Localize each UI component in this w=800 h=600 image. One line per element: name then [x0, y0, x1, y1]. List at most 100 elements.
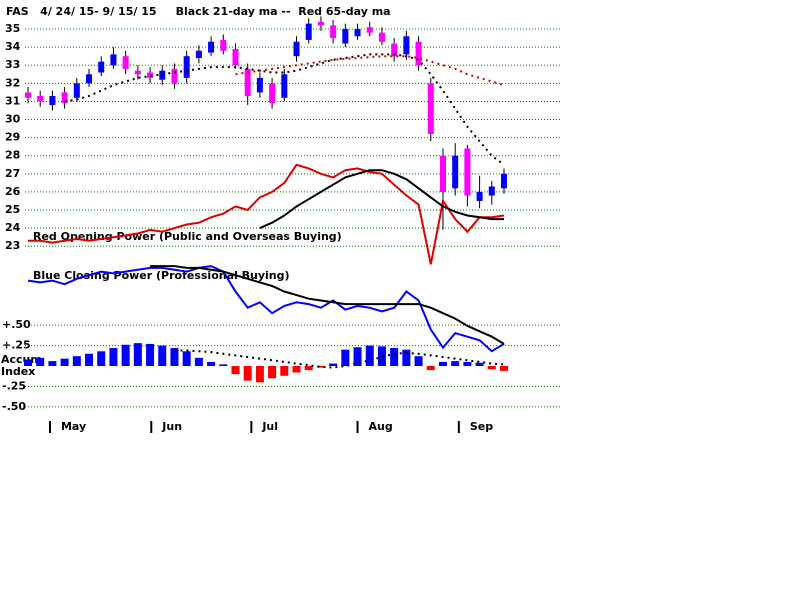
- y-tick-label: 34: [5, 40, 21, 53]
- line: [259, 169, 504, 230]
- x-tick-label: May: [61, 420, 86, 433]
- bar: [133, 343, 142, 366]
- bar: [390, 348, 399, 366]
- candle-body: [232, 48, 239, 66]
- candle-body: [73, 83, 80, 98]
- candle-body: [342, 29, 349, 44]
- bar: [85, 353, 94, 366]
- candle-body: [305, 23, 312, 40]
- candle-body: [330, 25, 337, 39]
- bar: [170, 348, 179, 366]
- bar: [365, 345, 374, 366]
- candle-body: [378, 32, 385, 42]
- y-tick-label: 26: [5, 185, 21, 198]
- candle-body: [208, 41, 215, 53]
- chart-title: FAS 4/ 24/ 15- 9/ 15/ 15 Black 21-day ma…: [6, 5, 391, 18]
- bar: [194, 357, 203, 366]
- candle-body: [220, 39, 227, 51]
- candle-body: [256, 77, 263, 93]
- candle-body: [354, 29, 361, 37]
- y-tick-label: 31: [5, 94, 20, 107]
- panel-label: Index: [1, 365, 35, 378]
- bar: [109, 348, 118, 366]
- bar: [316, 366, 325, 368]
- y-tick-label: +.50: [2, 318, 31, 331]
- candle-body: [122, 56, 129, 69]
- candle-body: [501, 173, 507, 189]
- y-tick-label: 28: [5, 149, 20, 162]
- bar: [426, 366, 435, 371]
- y-tick-label: -.25: [2, 379, 26, 392]
- y-tick-label: 25: [5, 203, 20, 216]
- bar: [243, 366, 252, 381]
- y-tick-label: 29: [5, 131, 20, 144]
- candle-body: [86, 74, 93, 84]
- candle-body: [415, 41, 422, 66]
- bar: [60, 358, 69, 366]
- bar: [414, 356, 423, 366]
- bar: [48, 361, 57, 366]
- candle-body: [37, 96, 44, 102]
- bar: [97, 351, 106, 366]
- candle-body: [403, 36, 410, 55]
- bar: [402, 349, 411, 366]
- candle-body: [293, 41, 300, 57]
- bar: [255, 366, 264, 383]
- candle-body: [366, 27, 373, 33]
- y-tick-label: 23: [5, 239, 20, 252]
- y-tick-label: 27: [5, 167, 20, 180]
- x-tick-label: Sep: [470, 420, 493, 433]
- bar: [158, 345, 167, 366]
- candle-body: [391, 43, 398, 57]
- bar: [36, 357, 45, 366]
- candle-body: [61, 92, 68, 104]
- candle-body: [171, 68, 178, 84]
- candle-body: [25, 92, 31, 98]
- annotation: Red Opening Power (Public and Overseas B…: [33, 230, 342, 243]
- bar: [377, 346, 386, 366]
- x-tick-label: Aug: [369, 420, 393, 433]
- candle-body: [195, 50, 202, 59]
- candle-body: [134, 70, 141, 75]
- bar: [487, 366, 496, 370]
- bar: [500, 366, 508, 371]
- bar: [353, 347, 362, 366]
- bar: [182, 351, 191, 366]
- candle-body: [244, 68, 251, 97]
- candle-body: [464, 148, 471, 196]
- candle-body: [452, 155, 459, 189]
- candle-body: [49, 96, 56, 106]
- bar: [329, 363, 338, 366]
- y-tick-label: 30: [5, 113, 21, 126]
- y-tick-label: +.25: [2, 339, 31, 352]
- line: [150, 265, 505, 345]
- line: [27, 265, 505, 353]
- line: [174, 349, 505, 369]
- x-tick-label: Jul: [261, 420, 278, 433]
- bar: [24, 359, 32, 366]
- y-tick-label: 32: [5, 76, 20, 89]
- x-tick-label: Jun: [161, 420, 182, 433]
- y-tick-label: -.50: [2, 400, 26, 413]
- candle-body: [98, 61, 105, 73]
- bar: [121, 344, 130, 366]
- candle-body: [281, 74, 288, 98]
- bar: [304, 366, 313, 371]
- candle-body: [488, 186, 495, 196]
- candle-body: [159, 70, 166, 80]
- bar: [231, 366, 240, 375]
- line: [28, 163, 505, 265]
- bar: [146, 343, 155, 366]
- bar: [463, 361, 472, 366]
- bar: [341, 349, 350, 366]
- candle-body: [183, 56, 190, 78]
- bar: [280, 366, 289, 376]
- candle-body: [476, 191, 483, 201]
- bar: [438, 361, 447, 366]
- candle-body: [269, 83, 276, 104]
- candle-body: [427, 83, 434, 135]
- candle-body: [439, 155, 446, 192]
- candle-body: [110, 54, 117, 66]
- bar: [207, 361, 216, 366]
